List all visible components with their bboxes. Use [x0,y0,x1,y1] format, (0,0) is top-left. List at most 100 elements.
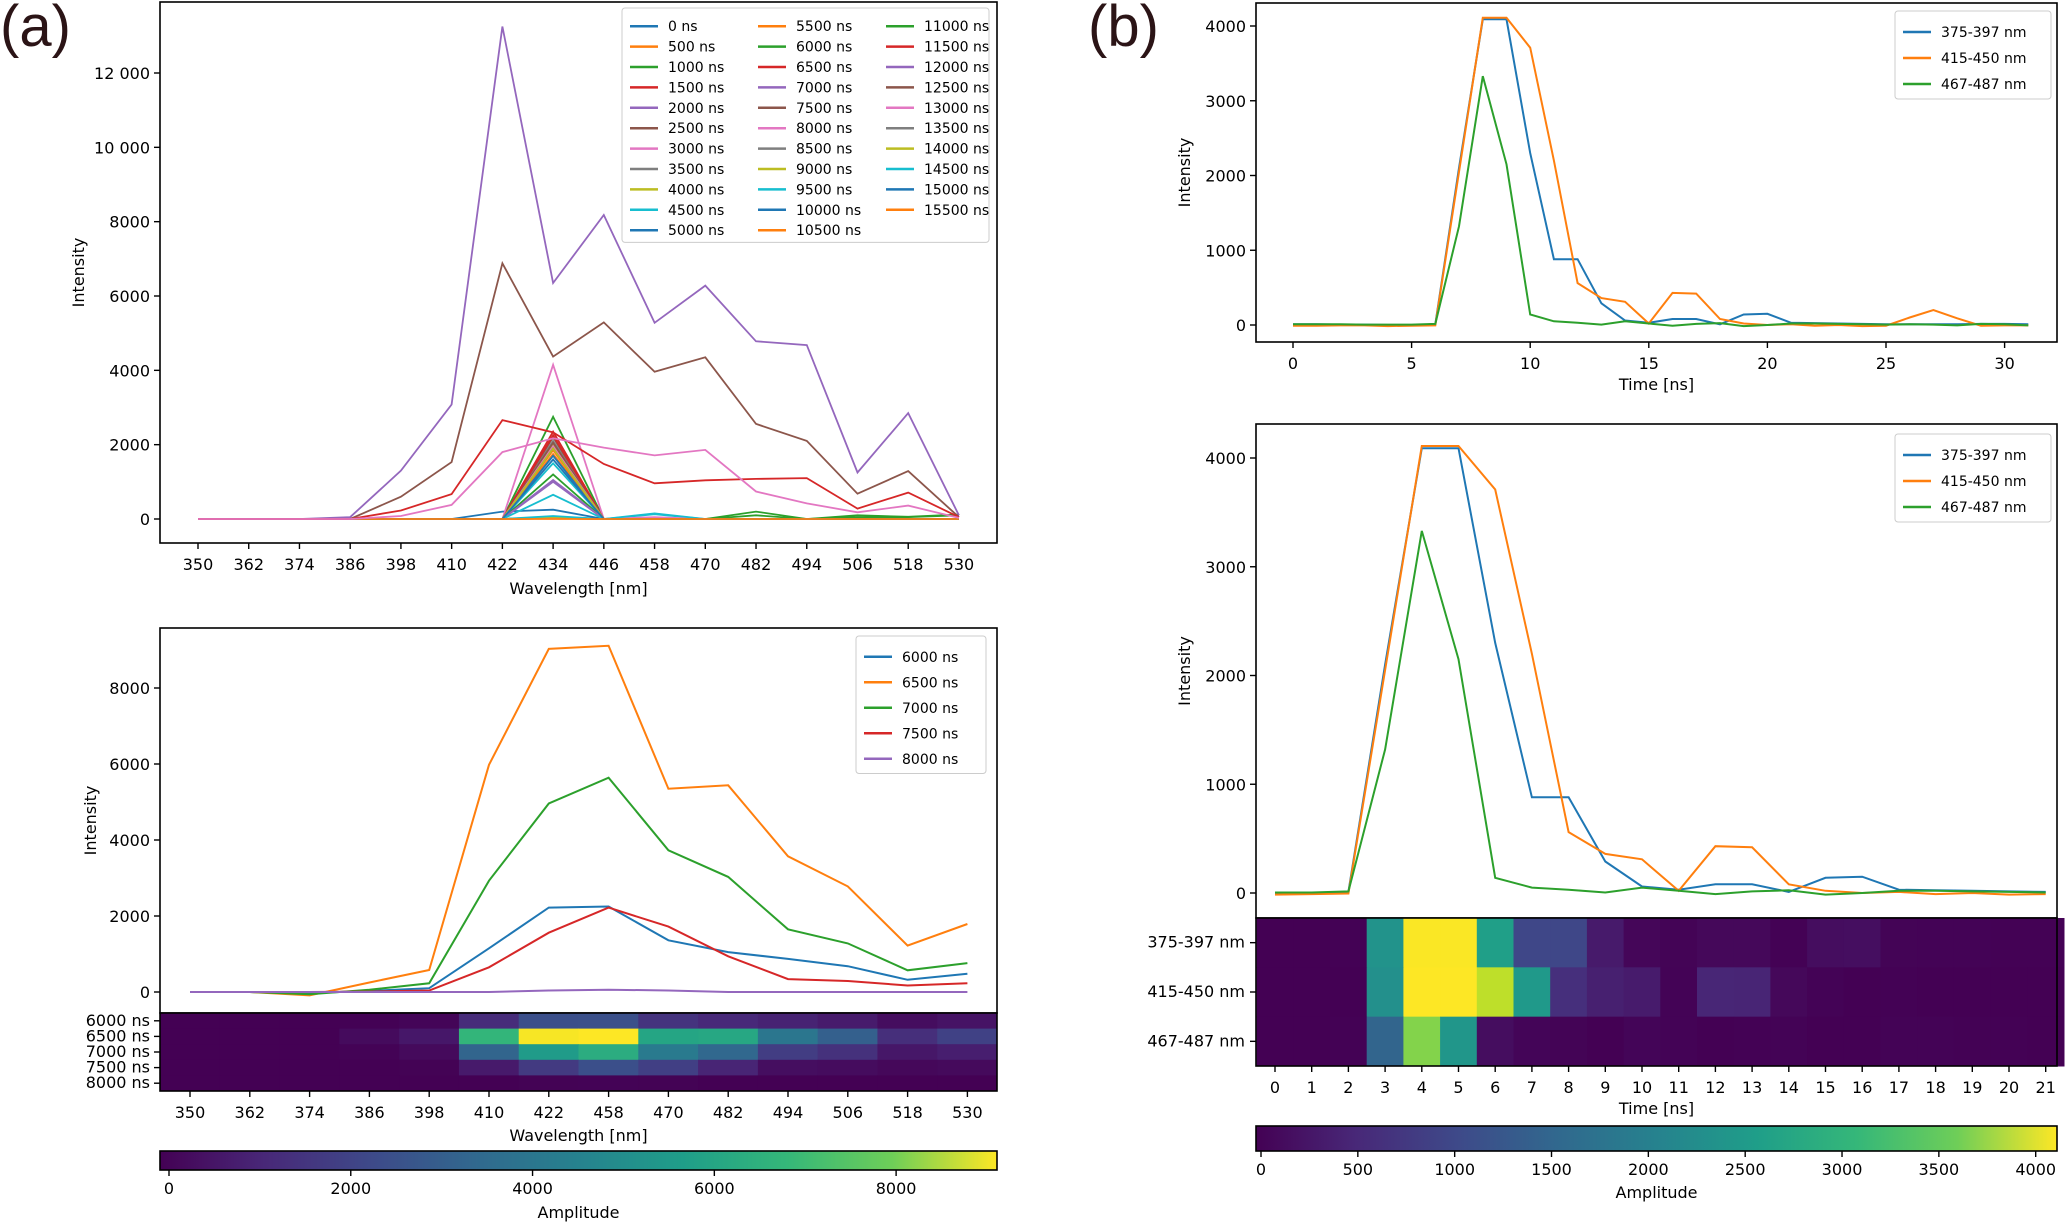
legend-label: 0 ns [668,19,698,35]
heatmap-cell [937,1075,998,1092]
x-tick-label: 362 [235,1103,266,1122]
heatmap-cell [399,1044,460,1061]
heatmap-cell [219,1013,281,1030]
legend-label: 2500 ns [668,121,724,137]
heatmap-cell [1623,967,1661,1018]
heatmap-cell [1807,1016,1845,1067]
legend-label: 12000 ns [924,60,989,76]
legend-label: 14000 ns [924,142,989,158]
heatmap-cell [279,1059,340,1076]
legend-label: 10500 ns [796,223,861,239]
heatmap-cell [1990,1016,2028,1067]
heatmap-cell [1256,1016,1294,1067]
y-axis-label: Intensity [1175,138,1194,208]
y-tick-label: 0 [140,510,150,529]
x-tick-label: 458 [639,555,670,574]
heatmap-cell [458,1028,520,1045]
x-tick-label: 458 [593,1103,624,1122]
heatmap-cell [1843,1016,1881,1067]
heatmap-cell [339,1059,400,1076]
series-line [1275,530,2046,896]
heatmap-cell [1807,918,1845,968]
heatmap-cell [698,1013,759,1030]
y-axis-label: Intensity [1175,636,1194,706]
x-tick-label: 20 [1999,1078,2019,1097]
heatmap-cell [1733,967,1771,1018]
heatmap-cell [160,1013,221,1030]
heatmap-cell [219,1059,281,1076]
x-tick-label: 410 [474,1103,505,1122]
heatmap-cell [698,1044,759,1061]
x-tick-label: 4 [1417,1078,1427,1097]
colorbar-tick-label: 3500 [1918,1160,1959,1179]
legend-label: 10000 ns [796,203,861,219]
x-tick-label: 25 [1876,354,1896,373]
heatmap-cell [1366,918,1404,968]
legend-label: 6500 ns [796,60,852,76]
legend-label: 467-487 nm [1941,500,2026,516]
heatmap-cell [399,1059,460,1076]
y-tick-label: 12 000 [94,64,150,83]
y-tick-label: 10 000 [94,138,150,157]
heatmap-cell [1586,1016,1625,1067]
x-tick-label: 494 [791,555,822,574]
heatmap-cell [1476,967,1514,1018]
heatmap-cell [1476,1016,1514,1067]
heatmap-cell [1770,967,1808,1018]
chart-b-top: 0 1000 2000 3000 4000 Intensity 0 5 10 15 20 25 30 Ti… [1175,2,2058,394]
x-tick-label: 374 [294,1103,325,1122]
x-tick-label: 8 [1564,1078,1574,1097]
legend-label: 12500 ns [924,80,989,96]
legend-label: 15500 ns [924,203,989,219]
heatmap-cell [1586,967,1625,1018]
colorbar-tick-label: 6000 [694,1179,735,1198]
legend-label: 8000 ns [902,752,958,768]
heatmap-cell [160,1075,221,1092]
x-tick-label: 398 [386,555,417,574]
x-axis-label: Time [ns] [1618,375,1694,394]
heatmap-row-label: 467-487 nm [1147,1031,1245,1050]
series-line [190,644,968,997]
colorbar-tick-label: 0 [1256,1160,1266,1179]
heatmap-row-label: 375-397 nm [1147,933,1245,952]
heatmap-cell [160,1044,221,1061]
heatmap-frame [1255,917,2058,1067]
x-tick-label: 482 [741,555,772,574]
heatmap-cell [219,1028,281,1045]
heatmap-cell [1660,967,1698,1018]
heatmap-cell [1660,918,1698,968]
heatmap-cell [1440,918,1478,968]
heatmap-cell [1697,918,1735,968]
heatmap-cell [2027,967,2065,1018]
series-line [1293,75,2029,328]
heatmap-cell [1403,967,1441,1018]
x-tick-label: 1 [1307,1078,1317,1097]
y-tick-label: 8000 [109,679,150,698]
heatmap-row-label: 6500 ns [86,1026,150,1045]
heatmap-cell [1733,918,1771,968]
x-tick-label: 7 [1527,1078,1537,1097]
legend-label: 2000 ns [668,101,724,117]
heatmap-cell [1440,1016,1478,1067]
heatmap-cell [339,1013,400,1030]
y-tick-label: 0 [1236,884,1246,903]
series-line [190,988,968,993]
x-tick-label: 11 [1669,1078,1689,1097]
y-axis-label: Intensity [69,238,88,308]
heatmap-cell [1513,1016,1551,1067]
heatmap-cell [817,1075,878,1092]
heatmap-cell [1513,918,1551,968]
legend-box [855,635,987,774]
x-tick-label: 30 [1994,354,2014,373]
colorbar-tick-label: 8000 [876,1179,917,1198]
heatmap-cell [1917,1016,1955,1067]
y-tick-label: 2000 [109,436,150,455]
heatmap-cell [817,1013,878,1030]
heatmap-cell [757,1059,819,1076]
legend-label: 9500 ns [796,182,852,198]
legend-label: 7500 ns [902,726,958,742]
legend-label: 14500 ns [924,162,989,178]
heatmap-cell [877,1013,938,1030]
y-tick-label: 0 [140,983,150,1002]
